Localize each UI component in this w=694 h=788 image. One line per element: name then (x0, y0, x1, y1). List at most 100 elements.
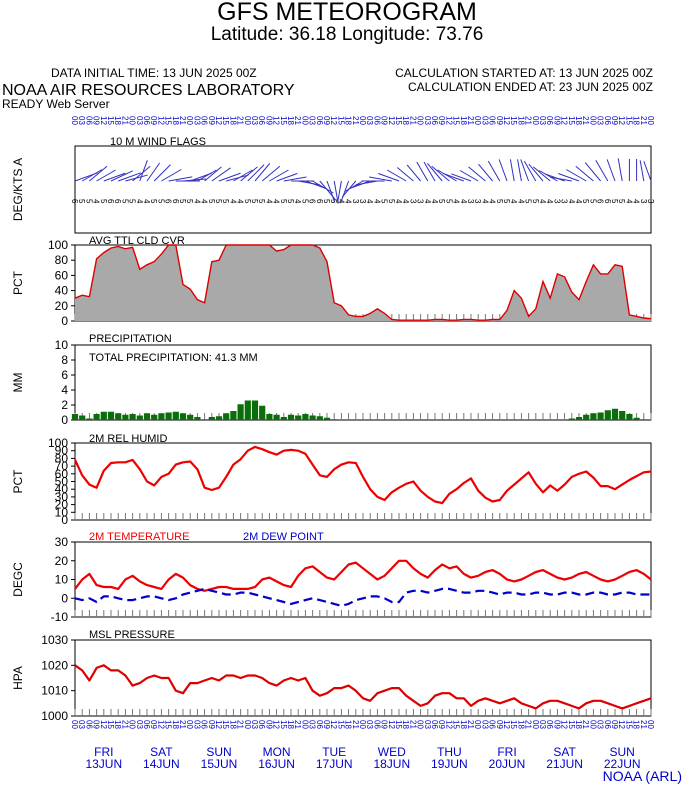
wind-speed-label: 3 (466, 199, 475, 204)
wind-barb (606, 159, 616, 182)
wind-barb (326, 180, 336, 203)
wind-speed-label: 5 (531, 199, 540, 204)
day-name-label: TUE (322, 745, 346, 759)
wind-speed-label: 5 (214, 199, 223, 204)
wind-speed-label: 4 (480, 199, 489, 204)
wind-barb (240, 166, 258, 182)
wind-barb (396, 167, 414, 182)
bottom-hour-label: 21 (639, 720, 648, 729)
top-hour-label: 12 (329, 116, 338, 125)
wind-speed-label: 4 (200, 199, 209, 204)
day-date-label: 15JUN (201, 757, 238, 771)
precip-bar (172, 411, 179, 420)
top-hour-label: 12 (214, 116, 223, 125)
top-hour-label: 15 (221, 116, 230, 125)
bottom-hour-label: 21 (581, 720, 590, 729)
wind-speed-label: 6 (113, 199, 122, 204)
top-hour-label: 15 (394, 116, 403, 125)
bottom-hour-label: 21 (120, 720, 129, 729)
bottom-hour-label: 09 (207, 720, 216, 729)
top-hour-label: 12 (387, 116, 396, 125)
wind-barb (517, 159, 522, 182)
top-hour-label: 06 (200, 116, 209, 125)
temperature-tick-label: 30 (55, 535, 69, 549)
bottom-hour-label: 06 (430, 720, 439, 729)
wind-barb (276, 173, 298, 182)
top-hour-label: 09 (149, 116, 158, 125)
bottom-hour-label: 00 (416, 720, 425, 729)
day-name-label: SUN (610, 745, 635, 759)
wind-speed-label: 6 (70, 199, 79, 204)
bottom-hour-label: 03 (250, 720, 259, 729)
day-date-label: 19JUN (431, 757, 468, 771)
top-hour-label: 00 (531, 116, 540, 125)
wind-speed-label: 6 (603, 199, 612, 204)
wind-speed-label: 5 (243, 199, 252, 204)
wind-barb (96, 169, 116, 182)
bottom-hour-label: 12 (502, 720, 511, 729)
wind-barb (442, 173, 464, 182)
wind-barb (254, 163, 271, 182)
bottom-hour-label: 00 (243, 720, 252, 729)
precip-bar (79, 415, 86, 420)
precip-bar (640, 419, 647, 420)
lab-name: NOAA AIR RESOURCES LABORATORY (2, 82, 295, 99)
cloud-line (74, 244, 652, 321)
temperature-ylabel: DEGC (11, 562, 25, 597)
day-name-label: SAT (553, 745, 576, 759)
wind-barb (595, 159, 609, 182)
wind-barb (168, 176, 193, 182)
top-hour-label: 03 (596, 116, 605, 125)
bottom-hour-label: 15 (336, 720, 345, 729)
bottom-hour-label: 15 (509, 720, 518, 729)
footer-credit: NOAA (ARL) (602, 768, 682, 784)
wind-barb (538, 170, 558, 182)
precip-bar (309, 415, 316, 420)
bottom-hour-label: 12 (329, 720, 338, 729)
top-hour-label: 00 (416, 116, 425, 125)
bottom-hour-label: 09 (149, 720, 158, 729)
precip-bar (331, 419, 338, 420)
top-hour-label: 21 (351, 116, 360, 125)
bottom-hour-label: 15 (624, 720, 633, 729)
precip-bar (208, 417, 215, 420)
top-hour-label: 21 (236, 116, 245, 125)
precip-tick-label: 0 (61, 413, 68, 427)
top-hour-label: 15 (106, 116, 115, 125)
wind-speed-label: 4 (545, 199, 554, 204)
bottom-hour-label: 06 (84, 720, 93, 729)
top-hour-label: 18 (113, 116, 122, 125)
top-hour-label: 21 (581, 116, 590, 125)
top-hour-label: 09 (207, 116, 216, 125)
wind-speed-label: 4 (192, 199, 201, 204)
top-hour-label: 03 (480, 116, 489, 125)
wind-speed-label: 3 (560, 199, 569, 204)
wind-speed-label: 5 (120, 199, 129, 204)
temperature-tick-label: 20 (55, 554, 69, 568)
top-hour-label: 12 (617, 116, 626, 125)
bottom-hour-label: 21 (524, 720, 533, 729)
bottom-hour-label: 12 (560, 720, 569, 729)
top-hour-label: 09 (552, 116, 561, 125)
wind-speed-label: 4 (401, 199, 410, 204)
bottom-hour-label: 09 (437, 720, 446, 729)
humidity-tick-label: 0 (61, 513, 68, 527)
top-hour-label: 09 (264, 116, 273, 125)
bottom-hour-label: 15 (164, 720, 173, 729)
temperature-tick-label: 10 (55, 573, 69, 587)
wind-speed-label: 5 (617, 199, 626, 204)
top-hour-label: 18 (171, 116, 180, 125)
wind-barb (478, 163, 493, 182)
top-hour-label: 12 (502, 116, 511, 125)
wind-speed-label: 3 (552, 199, 561, 204)
wind-speed-label: 6 (106, 199, 115, 204)
top-hour-label: 03 (135, 116, 144, 125)
bottom-hour-label: 06 (257, 720, 266, 729)
wind-barb (451, 173, 472, 182)
cloud-tick-label: 40 (55, 284, 69, 298)
top-hour-label: 09 (322, 116, 331, 125)
top-hour-label: 21 (178, 116, 187, 125)
humidity-line (74, 445, 652, 505)
wind-speed-label: 3 (351, 199, 360, 204)
wind-barb (498, 159, 508, 182)
